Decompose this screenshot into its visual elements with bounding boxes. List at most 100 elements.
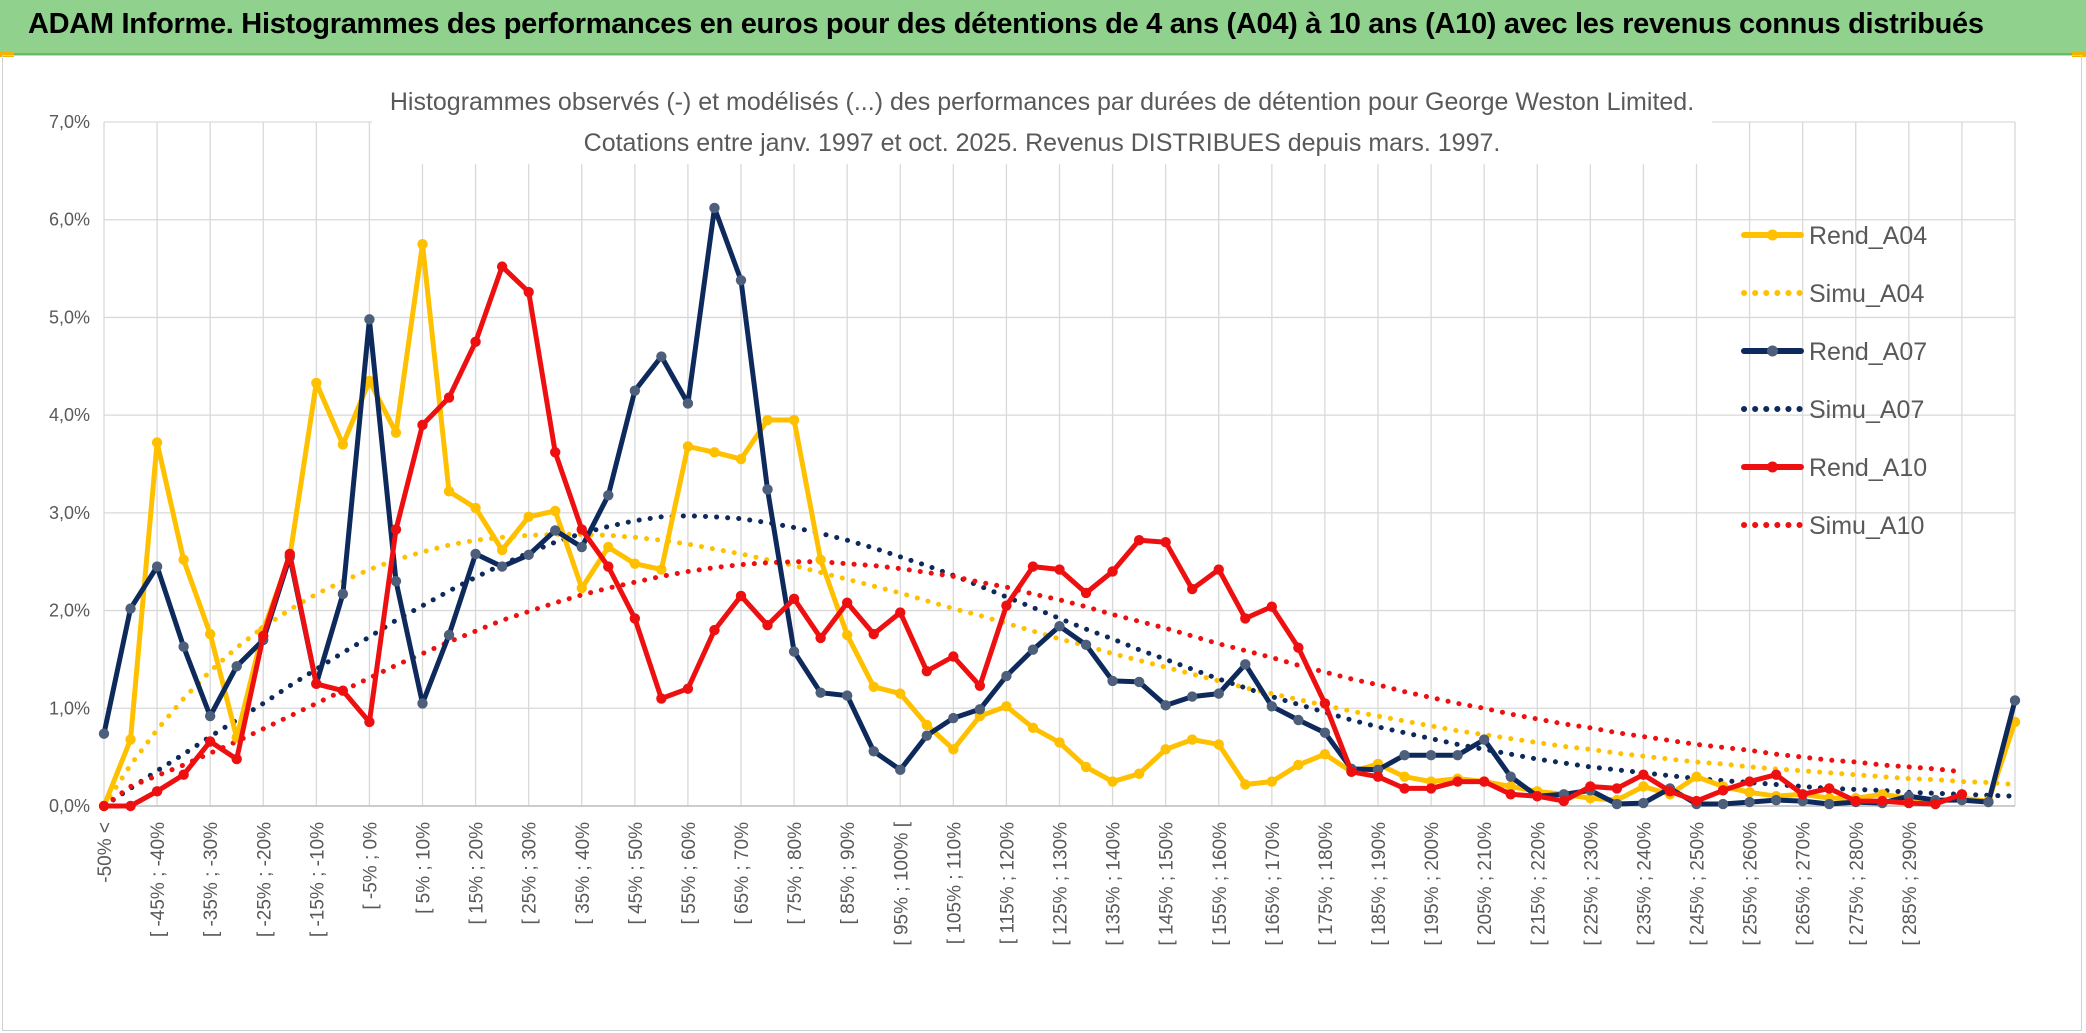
- x-tick-label: [ -15% ; -10%: [307, 822, 328, 937]
- data-point: [1691, 795, 1702, 807]
- x-tick-label: [ 75% ; 80%: [785, 822, 806, 925]
- data-point: [868, 628, 879, 640]
- data-point: [1240, 613, 1251, 624]
- x-tick-label: [ 175% ; 180%: [1316, 822, 1337, 946]
- data-point: [1717, 798, 1729, 810]
- data-point: [815, 554, 826, 565]
- data-point: [1160, 536, 1171, 548]
- data-point: [1027, 644, 1039, 655]
- data-point: [125, 800, 136, 812]
- data-point: [1478, 734, 1490, 745]
- x-tick-label: [ 205% ; 210%: [1475, 822, 1496, 946]
- data-point: [1824, 783, 1835, 794]
- data-point: [364, 716, 375, 728]
- data-point: [1319, 698, 1331, 709]
- data-point: [841, 629, 853, 641]
- data-point: [762, 620, 773, 631]
- data-point: [656, 693, 667, 704]
- x-tick-label: [ 145% ; 150%: [1157, 822, 1178, 946]
- data-point: [762, 414, 773, 426]
- data-point: [682, 683, 694, 694]
- data-point: [443, 486, 455, 497]
- data-point: [1399, 771, 1410, 782]
- x-tick-label: [ 55% ; 60%: [679, 822, 700, 925]
- data-point: [1770, 794, 1782, 806]
- data-point: [311, 678, 322, 690]
- x-tick-label: [ 215% ; 220%: [1528, 822, 1549, 946]
- data-point: [1107, 776, 1118, 787]
- corner-mark-right: [2072, 52, 2086, 57]
- data-point: [1638, 797, 1649, 809]
- data-point: [1850, 795, 1861, 807]
- grid: [103, 121, 2016, 807]
- data-point: [1319, 749, 1331, 760]
- data-point: [1133, 676, 1145, 688]
- legend-item: Rend_A07: [1741, 338, 1927, 366]
- data-point: [788, 414, 800, 426]
- data-point: [1107, 566, 1118, 577]
- data-point: [151, 561, 163, 572]
- data-point: [656, 351, 667, 362]
- data-point: [1744, 787, 1755, 798]
- data-point: [868, 681, 879, 692]
- x-tick-label: [ 275% ; 280%: [1847, 822, 1868, 946]
- data-point: [470, 502, 481, 514]
- data-point: [1399, 749, 1410, 761]
- x-tick-label: [ 35% ; 40%: [573, 822, 594, 925]
- data-point: [1930, 798, 1941, 810]
- data-point: [576, 582, 587, 594]
- data-point: [496, 544, 508, 556]
- data-point: [682, 441, 694, 452]
- data-point: [603, 490, 614, 501]
- data-point: [1532, 791, 1543, 802]
- data-point: [390, 427, 402, 438]
- legend-label: Rend_A10: [1809, 454, 1927, 482]
- data-point: [1452, 749, 1463, 761]
- data-point: [204, 710, 216, 722]
- data-point: [151, 786, 163, 797]
- data-point: [1585, 792, 1596, 804]
- data-point: [231, 661, 242, 672]
- data-point: [629, 385, 641, 396]
- data-point: [895, 764, 906, 776]
- data-point: [1160, 700, 1171, 711]
- data-point: [1001, 600, 1012, 611]
- data-point: [1452, 776, 1463, 787]
- data-point: [417, 238, 428, 250]
- legend-item: Simu_A10: [1741, 512, 1924, 540]
- corner-mark-left: [0, 52, 14, 57]
- x-tick-label: [ -35% ; -30%: [201, 822, 222, 937]
- data-point: [1054, 564, 1065, 575]
- data-point: [1266, 701, 1278, 712]
- data-point: [1293, 714, 1304, 726]
- data-point: [1213, 739, 1224, 750]
- legend-label: Rend_A04: [1809, 222, 1927, 250]
- data-point: [682, 398, 694, 409]
- data-point: [735, 453, 747, 465]
- data-point: [1080, 761, 1092, 773]
- data-point: [709, 202, 720, 214]
- y-tick-label: 7,0%: [49, 112, 90, 132]
- data-point: [1877, 795, 1888, 807]
- data-point: [603, 561, 614, 572]
- legend-item: Rend_A04: [1741, 222, 1927, 250]
- x-tick-label: -50% <: [95, 822, 116, 883]
- data-point: [735, 590, 747, 602]
- data-point: [1080, 587, 1092, 599]
- data-point: [390, 524, 402, 535]
- data-point: [1213, 564, 1224, 575]
- data-point: [443, 629, 455, 641]
- legend-label: Simu_A07: [1809, 396, 1924, 424]
- x-tick-label: [ 115% ; 120%: [997, 822, 1018, 944]
- x-tick-label: [ 195% ; 200%: [1422, 822, 1443, 946]
- y-axis-ticks: 0,0% 1,0% 2,0% 3,0% 4,0% 5,0% 6,0% 7,0%: [49, 112, 90, 816]
- data-point: [1983, 796, 1994, 808]
- legend-item: Simu_A07: [1741, 396, 1924, 424]
- data-point: [98, 800, 110, 812]
- data-point: [868, 746, 879, 757]
- data-point: [788, 646, 800, 657]
- data-point: [948, 651, 959, 662]
- data-point: [523, 286, 534, 298]
- data-point: [1770, 769, 1782, 780]
- series-simu-a04-line: [101, 531, 2018, 809]
